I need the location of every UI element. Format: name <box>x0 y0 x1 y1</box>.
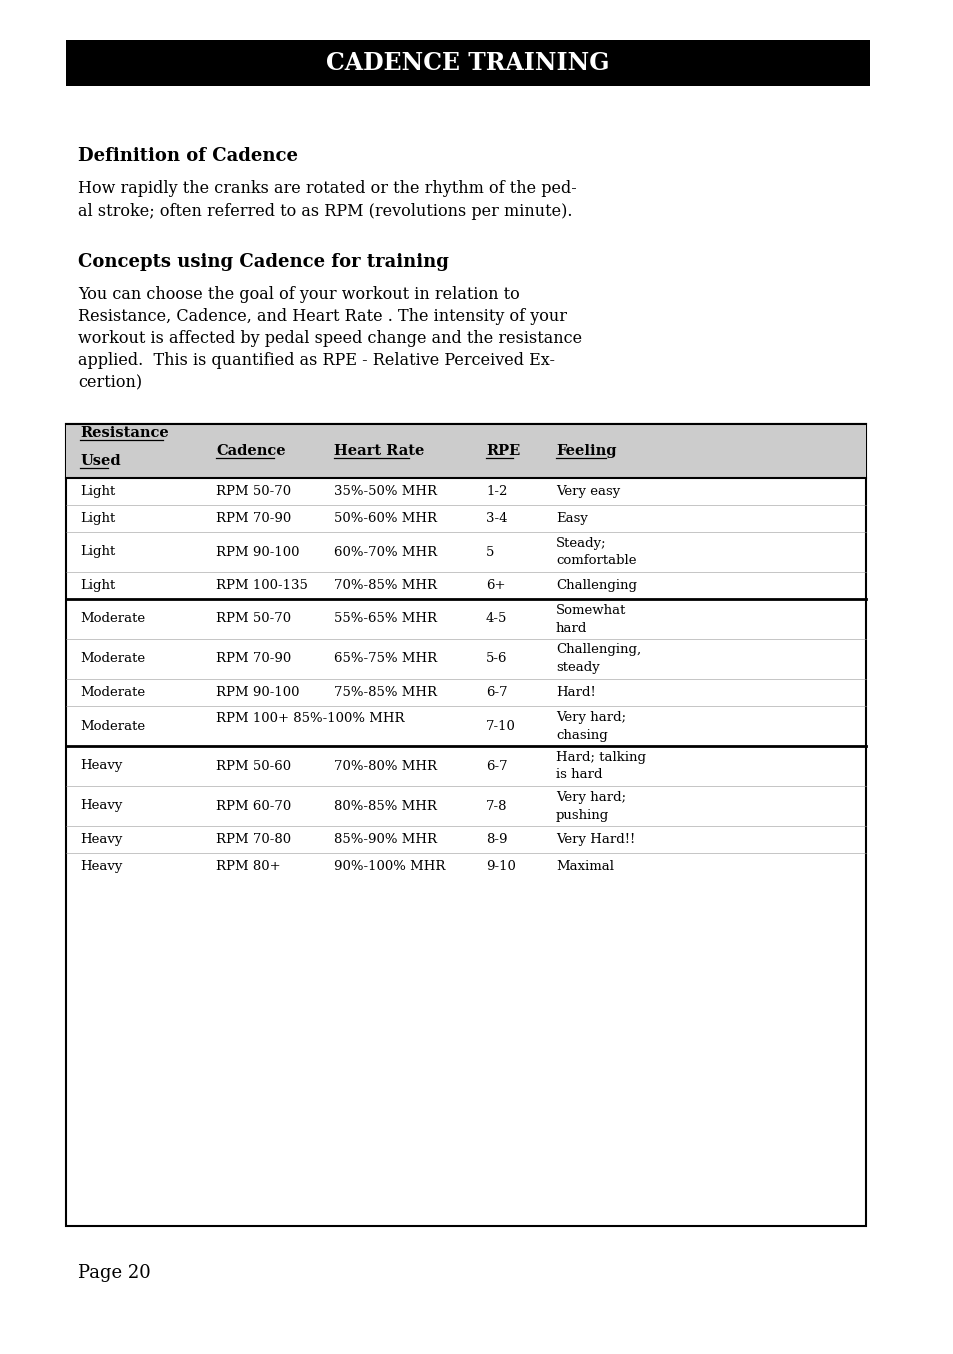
Text: 6-7: 6-7 <box>485 760 507 773</box>
Text: chasing: chasing <box>556 728 607 742</box>
Text: is hard: is hard <box>556 769 602 781</box>
Text: Challenging: Challenging <box>556 580 637 592</box>
Text: 65%-75% MHR: 65%-75% MHR <box>334 653 436 666</box>
Text: 80%-85% MHR: 80%-85% MHR <box>334 799 436 812</box>
Text: 4-5: 4-5 <box>485 612 507 626</box>
Text: 5: 5 <box>485 546 494 558</box>
Text: Hard!: Hard! <box>556 686 595 699</box>
Text: Heavy: Heavy <box>80 833 122 846</box>
Text: RPM 70-90: RPM 70-90 <box>215 512 291 525</box>
Text: RPM 100+ 85%-100% MHR: RPM 100+ 85%-100% MHR <box>215 712 404 726</box>
Text: Resistance: Resistance <box>80 427 169 440</box>
Text: 7-10: 7-10 <box>485 719 516 733</box>
Text: 70%-85% MHR: 70%-85% MHR <box>334 580 436 592</box>
Text: RPM 70-80: RPM 70-80 <box>215 833 291 846</box>
Text: 50%-60% MHR: 50%-60% MHR <box>334 512 436 525</box>
Text: Light: Light <box>80 485 115 498</box>
Text: 60%-70% MHR: 60%-70% MHR <box>334 546 436 558</box>
Text: 70%-80% MHR: 70%-80% MHR <box>334 760 436 773</box>
Text: Feeling: Feeling <box>556 444 616 458</box>
Text: Resistance, Cadence, and Heart Rate . The intensity of your: Resistance, Cadence, and Heart Rate . Th… <box>78 307 566 325</box>
Text: How rapidly the cranks are rotated or the rhythm of the ped-: How rapidly the cranks are rotated or th… <box>78 180 577 196</box>
Text: RPM 60-70: RPM 60-70 <box>215 799 291 812</box>
Text: RPM 80+: RPM 80+ <box>215 860 280 873</box>
Text: 7-8: 7-8 <box>485 799 507 812</box>
Text: RPM 100-135: RPM 100-135 <box>215 580 308 592</box>
Text: Light: Light <box>80 546 115 558</box>
Text: Light: Light <box>80 512 115 525</box>
Text: 6-7: 6-7 <box>485 686 507 699</box>
Text: Steady;: Steady; <box>556 536 606 550</box>
Text: Heavy: Heavy <box>80 760 122 773</box>
Text: 1-2: 1-2 <box>485 485 507 498</box>
Text: Moderate: Moderate <box>80 719 145 733</box>
Text: Moderate: Moderate <box>80 686 145 699</box>
Text: RPM 70-90: RPM 70-90 <box>215 653 291 666</box>
Text: certion): certion) <box>78 374 142 391</box>
Bar <box>66 424 865 1225</box>
Text: workout is affected by pedal speed change and the resistance: workout is affected by pedal speed chang… <box>78 330 581 347</box>
Text: Challenging,: Challenging, <box>556 643 640 657</box>
Text: Light: Light <box>80 580 115 592</box>
Text: Very hard;: Very hard; <box>556 711 625 723</box>
Text: applied.  This is quantified as RPE - Relative Perceived Ex-: applied. This is quantified as RPE - Rel… <box>78 352 555 370</box>
Text: steady: steady <box>556 662 599 674</box>
Text: hard: hard <box>556 621 587 635</box>
Text: CADENCE TRAINING: CADENCE TRAINING <box>326 51 609 74</box>
Text: comfortable: comfortable <box>556 555 636 567</box>
Text: 6+: 6+ <box>485 580 505 592</box>
Text: Hard; talking: Hard; talking <box>556 750 645 764</box>
Text: 9-10: 9-10 <box>485 860 516 873</box>
Text: RPM 50-70: RPM 50-70 <box>215 485 291 498</box>
Text: Very easy: Very easy <box>556 485 619 498</box>
Text: Page 20: Page 20 <box>78 1265 151 1282</box>
Text: Concepts using Cadence for training: Concepts using Cadence for training <box>78 253 449 271</box>
Text: RPE: RPE <box>485 444 519 458</box>
Text: 55%-65% MHR: 55%-65% MHR <box>334 612 436 626</box>
Text: Maximal: Maximal <box>556 860 614 873</box>
Text: 8-9: 8-9 <box>485 833 507 846</box>
Text: RPM 50-70: RPM 50-70 <box>215 612 291 626</box>
Text: Very Hard!!: Very Hard!! <box>556 833 635 846</box>
Text: al stroke; often referred to as RPM (revolutions per minute).: al stroke; often referred to as RPM (rev… <box>78 203 572 219</box>
Text: RPM 50-60: RPM 50-60 <box>215 760 291 773</box>
Text: You can choose the goal of your workout in relation to: You can choose the goal of your workout … <box>78 286 519 303</box>
Text: Used: Used <box>80 454 120 468</box>
Text: 75%-85% MHR: 75%-85% MHR <box>334 686 436 699</box>
Text: 85%-90% MHR: 85%-90% MHR <box>334 833 436 846</box>
Text: Moderate: Moderate <box>80 612 145 626</box>
Text: Heavy: Heavy <box>80 860 122 873</box>
Text: 90%-100% MHR: 90%-100% MHR <box>334 860 445 873</box>
Text: Very hard;: Very hard; <box>556 791 625 803</box>
Text: 5-6: 5-6 <box>485 653 507 666</box>
Text: Moderate: Moderate <box>80 653 145 666</box>
Text: 3-4: 3-4 <box>485 512 507 525</box>
Text: RPM 90-100: RPM 90-100 <box>215 686 299 699</box>
Text: Heavy: Heavy <box>80 799 122 812</box>
Text: Easy: Easy <box>556 512 587 525</box>
Text: Cadence: Cadence <box>215 444 285 458</box>
Text: 35%-50% MHR: 35%-50% MHR <box>334 485 436 498</box>
Text: RPM 90-100: RPM 90-100 <box>215 546 299 558</box>
Text: Somewhat: Somewhat <box>556 604 626 616</box>
Text: Definition of Cadence: Definition of Cadence <box>78 148 297 165</box>
Bar <box>66 41 869 87</box>
Text: Heart Rate: Heart Rate <box>334 444 424 458</box>
Bar <box>66 424 865 478</box>
Text: pushing: pushing <box>556 808 609 822</box>
